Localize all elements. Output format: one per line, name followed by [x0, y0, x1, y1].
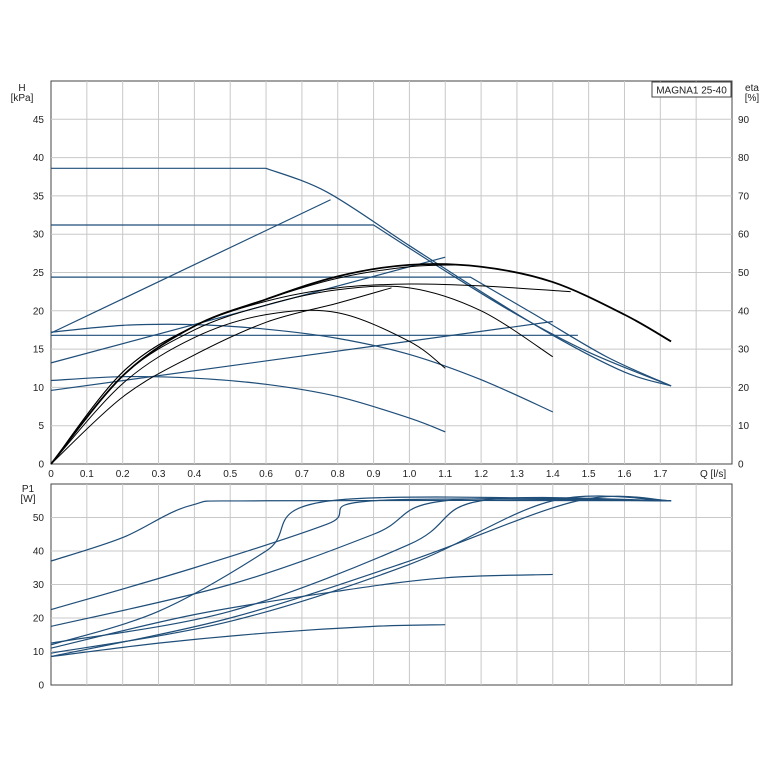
power-axis-unit: [W] — [21, 494, 36, 505]
power-curves — [50, 495, 672, 658]
x-tick-label: 1.2 — [474, 469, 488, 480]
head-curves — [50, 167, 672, 465]
control-line — [50, 199, 331, 334]
x-tick-label: 1.0 — [402, 469, 416, 480]
eta-curve — [50, 283, 571, 465]
eta-tick-label: 0 — [738, 460, 744, 471]
power-curve — [50, 499, 672, 562]
eta-curve — [50, 287, 392, 465]
eta-axis-unit: [%] — [745, 93, 760, 104]
head-y-tick-label: 30 — [33, 230, 45, 241]
x-tick-label: 0.4 — [187, 469, 201, 480]
power-y-tick-label: 10 — [33, 647, 45, 658]
head-curve — [51, 276, 672, 387]
x-tick-label: 0.8 — [331, 469, 345, 480]
eta-tick-label: 30 — [738, 345, 750, 356]
power-panel: 0 10 20 30 40 50 P1 [W] — [21, 483, 733, 692]
x-tick-label: 1.1 — [438, 469, 452, 480]
power-curve — [50, 624, 446, 658]
head-y-tick-label: 15 — [33, 345, 45, 356]
x-tick-label: 0.2 — [116, 469, 130, 480]
head-y-tick-label: 40 — [33, 153, 45, 164]
power-curve — [50, 495, 672, 658]
x-tick-labels: 0 0.1 0.2 0.3 0.4 0.5 0.6 0.7 0.8 0.9 1.0 1.1 1.2 1.3… — [48, 469, 667, 480]
x-tick-label: 0.1 — [80, 469, 94, 480]
x-axis-title: Q [l/s] — [700, 469, 726, 480]
head-axis-unit: [kPa] — [11, 93, 34, 104]
head-y-tick-label: 0 — [38, 460, 44, 471]
head-grid — [51, 81, 732, 464]
power-curve — [50, 573, 553, 649]
head-curve — [50, 323, 554, 413]
power-curve — [50, 496, 672, 644]
x-tick-label: 0.5 — [223, 469, 237, 480]
eta-tick-label: 50 — [738, 268, 750, 279]
x-tick-label: 0.3 — [152, 469, 166, 480]
head-y-tick-label: 10 — [33, 383, 45, 394]
head-panel: 0 0.1 0.2 0.3 0.4 0.5 0.6 0.7 0.8 0.9 1.0 1.1 1.2 1.3… — [11, 80, 760, 480]
x-tick-label: 1.4 — [546, 469, 560, 480]
power-y-tick-label: 40 — [33, 547, 45, 558]
eta-curve — [50, 263, 672, 465]
x-tick-label: 0 — [48, 469, 54, 480]
eta-tick-label: 20 — [738, 383, 750, 394]
power-curve — [50, 495, 672, 654]
x-tick-label: 1.7 — [653, 469, 667, 480]
power-axis-title: P1 — [22, 484, 35, 495]
x-tick-label: 1.6 — [618, 469, 632, 480]
eta-tick-label: 10 — [738, 421, 750, 432]
head-y-tick-label: 25 — [33, 268, 45, 279]
model-label-box — [651, 81, 732, 98]
power-grid — [51, 484, 732, 685]
power-curve — [50, 498, 672, 611]
eta-tick-label: 40 — [738, 306, 750, 317]
eta-tick-label: 60 — [738, 230, 750, 241]
eta-tick-label: 90 — [738, 115, 750, 126]
eta-curve — [50, 285, 554, 465]
model-label: MAGNA1 25-40 — [656, 86, 727, 97]
head-axis-title: H — [18, 83, 25, 94]
head-y-tick-label: 5 — [38, 421, 44, 432]
head-y-tick-label: 45 — [33, 115, 45, 126]
head-curve — [51, 167, 672, 387]
power-y-tick-label: 0 — [38, 681, 44, 692]
eta-tick-label: 80 — [738, 153, 750, 164]
head-y-tick-labels: 0 5 10 15 20 25 30 35 40 45 — [33, 115, 45, 471]
eta-axis-title: eta — [745, 83, 759, 94]
head-curve — [51, 224, 672, 387]
eta-tick-label: 70 — [738, 191, 750, 202]
x-tick-label: 0.9 — [367, 469, 381, 480]
power-y-tick-label: 50 — [33, 513, 45, 524]
head-y-tick-label: 20 — [33, 306, 45, 317]
power-y-tick-labels: 0 10 20 30 40 50 — [33, 513, 45, 692]
x-tick-label: 0.6 — [259, 469, 273, 480]
power-y-tick-label: 20 — [33, 614, 45, 625]
x-tick-label: 1.5 — [582, 469, 596, 480]
eta-tick-labels: 0 10 20 30 40 50 60 70 80 90 — [738, 115, 750, 471]
x-tick-label: 1.3 — [510, 469, 524, 480]
control-line — [50, 320, 553, 392]
x-tick-label: 0.7 — [295, 469, 309, 480]
power-y-tick-label: 30 — [33, 580, 45, 591]
eta-curve — [50, 309, 446, 465]
head-y-tick-label: 35 — [33, 191, 45, 202]
